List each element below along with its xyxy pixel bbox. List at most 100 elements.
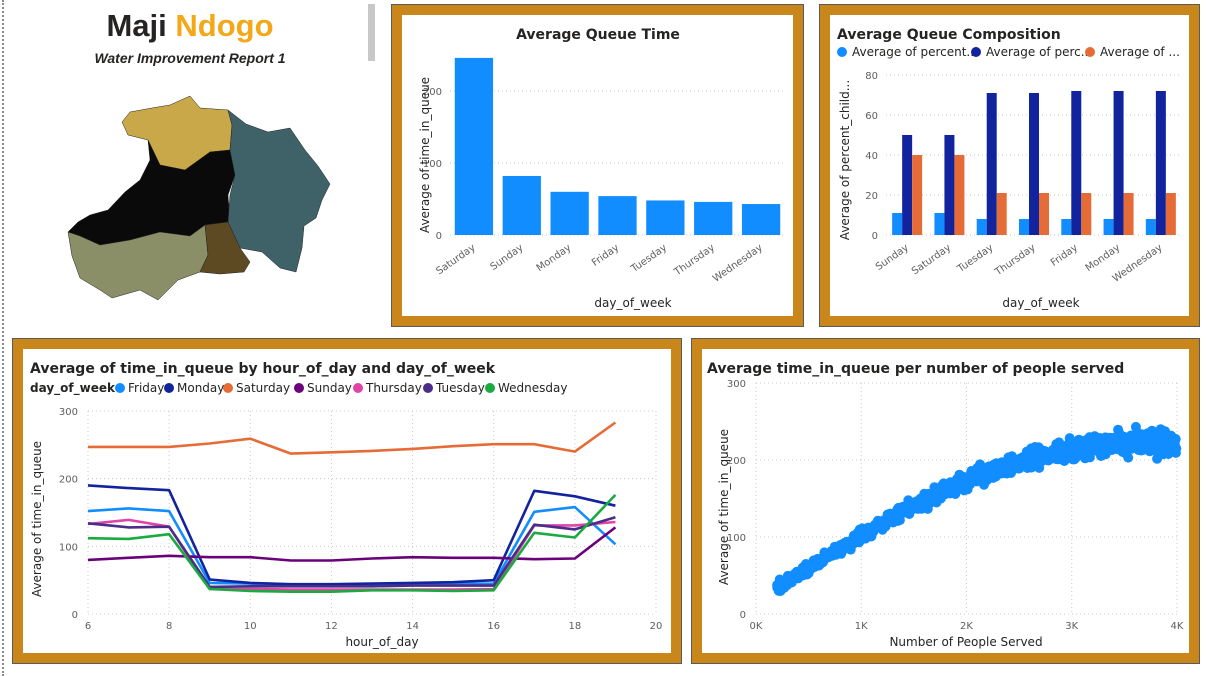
bar-wednesday-series-3 [1165,193,1176,235]
bar-wednesday-series-2 [1155,91,1166,235]
scatter-xtick: 2K [960,621,973,632]
scatter-point [1090,442,1101,453]
scatter-xtick: 3K [1065,621,1078,632]
scatter-point [823,549,834,560]
legend-label-thursday: Thursday [365,381,422,395]
scatter-panel: Average time_in_queue per number of peop… [691,338,1200,664]
hourly-queue-chart: Average of time_in_queue by hour_of_day … [30,361,662,649]
queue-composition-xtick-friday: Friday [1049,242,1080,268]
hourly-queue-ytick: 200 [59,475,78,486]
scatter-ytick: 100 [727,533,746,544]
queue-time-ytick: 0 [436,231,442,242]
scatter-chart: Average time_in_queue per number of peop… [707,361,1184,649]
scatter-point [1053,442,1064,453]
hourly-queue-title: Average of time_in_queue by hour_of_day … [30,361,496,377]
bar-thursday-series-2 [1029,93,1039,235]
bar-wednesday-series-1 [1145,219,1156,235]
legend-title: day_of_week [30,381,116,396]
scatter-point [1069,445,1080,456]
scatter-point [903,495,914,506]
bar-sunday-series-1 [892,213,903,235]
queue-time-ylabel: Average of time_in_queue [418,77,432,233]
hourly-queue-xtick: 6 [85,621,91,632]
bar-tuesday-series-1 [976,219,987,235]
legend-marker-tuesday [423,383,433,393]
bar-monday [550,191,589,235]
queue-composition-xtick-sunday: Sunday [874,242,911,273]
scatter-visual[interactable]: Average time_in_queue per number of peop… [702,349,1189,653]
bar-sunday-series-2 [902,135,913,235]
queue-time-ytick: 100 [423,159,442,170]
legend-label-friday: Friday [128,381,164,395]
bar-tuesday-series-2 [986,93,997,235]
queue-composition-ytick: 60 [865,111,878,122]
scatter-point [966,474,977,485]
hourly-queue-ylabel: Average of time_in_queue [30,441,44,597]
queue-composition-xlabel: day_of_week [1002,296,1079,310]
queue-time-title: Average Queue Time [516,27,680,43]
map-region-south [199,221,251,275]
legend-marker-1 [837,47,847,57]
line-tuesday [87,515,616,589]
scatter-point [920,503,931,513]
scatter-point [1014,457,1025,468]
scatter-point [877,516,888,527]
scatter-point [892,513,903,524]
legend-marker-2 [971,47,981,57]
line-monday [87,484,616,586]
bar-monday-series-2 [1113,91,1124,235]
scatter-title: Average time_in_queue per number of peop… [707,361,1124,377]
scatter-xtick: 4K [1171,621,1184,632]
scatter-point [1115,429,1125,440]
scatter-point [952,480,963,491]
hourly-queue-panel: Average of time_in_queue by hour_of_day … [12,338,682,664]
scatter-point [1003,464,1013,475]
queue-composition-ylabel: Average of percent_child... [838,80,852,240]
bar-thursday-series-3 [1039,193,1049,235]
bar-friday-series-3 [1081,193,1092,235]
queue-time-ytick: 200 [423,87,442,98]
scatter-point [1145,442,1156,452]
bar-friday-series-1 [1061,219,1072,235]
report-header: Maji Ndogo Water Improvement Report 1 [20,6,360,66]
scatter-point [1171,443,1182,454]
scatter-point [1021,450,1032,461]
scatter-point [782,578,793,589]
scatter-point [1084,452,1095,463]
queue-time-xtick-thursday: Thursday [672,242,717,278]
legend-label-sunday: Sunday [307,381,352,395]
legend-marker-thursday [353,383,363,393]
queue-composition-ytick: 0 [872,231,878,242]
legend-label-3: Average of ... [1100,45,1180,59]
scroll-handle[interactable] [368,4,375,61]
report-title-word2: Ndogo [175,8,274,43]
canvas-edge [2,0,4,676]
scatter-point [1152,440,1163,451]
hourly-queue-visual[interactable]: Average of time_in_queue by hour_of_day … [23,349,671,653]
queue-composition-chart: Average Queue Composition Average of per… [837,27,1182,310]
queue-composition-xtick-tuesday: Tuesday [955,242,996,275]
queue-composition-visual[interactable]: Average Queue Composition Average of per… [830,15,1189,316]
scatter-point [1142,430,1153,441]
legend-marker-friday [115,383,125,393]
hourly-queue-ytick: 300 [59,407,78,418]
queue-time-xtick-saturday: Saturday [434,242,477,277]
scatter-point [810,561,821,572]
queue-time-xtick-tuesday: Tuesday [629,242,670,275]
queue-composition-ytick: 40 [865,151,878,162]
bar-sunday [502,175,541,235]
map-region-east [227,109,331,273]
scatter-point [1031,455,1042,466]
legend-label-wednesday: Wednesday [498,381,567,395]
hourly-queue-xtick: 10 [244,621,257,632]
legend-label-2: Average of perc... [986,45,1092,59]
hourly-queue-xtick: 8 [166,621,172,632]
queue-time-visual[interactable]: Average Queue Time 0 100 200 Saturday Sunda… [402,15,793,316]
queue-time-panel: Average Queue Time 0 100 200 Saturday Sunda… [391,4,804,327]
scatter-point [930,487,940,498]
hourly-queue-xtick: 18 [568,621,581,632]
queue-time-xtick-friday: Friday [590,242,621,268]
scatter-point [1064,433,1075,444]
bar-monday-series-1 [1103,219,1114,235]
bar-sunday-series-3 [912,155,923,235]
